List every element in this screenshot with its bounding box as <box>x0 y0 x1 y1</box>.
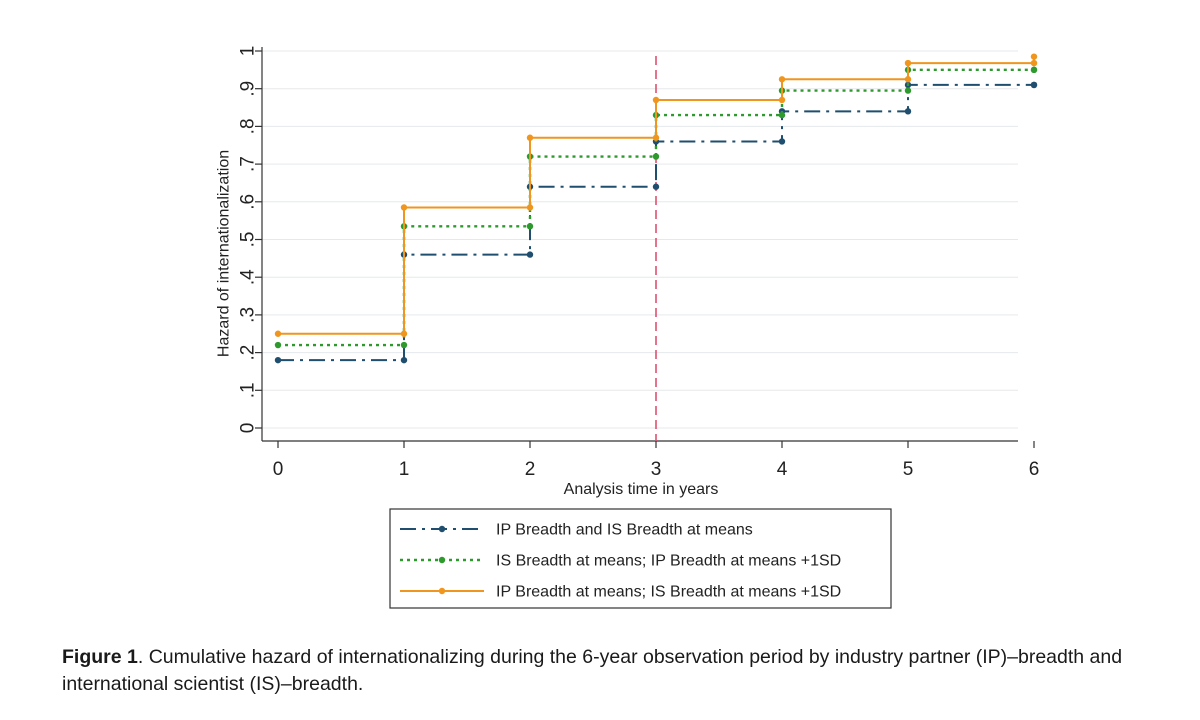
x-tick-label-4: 4 <box>777 459 788 480</box>
y-tick-label-7: .7 <box>238 156 259 172</box>
series-2-point-6 <box>652 96 660 104</box>
x-tick-label-3: 3 <box>651 459 662 480</box>
series-2-point-7 <box>778 96 786 104</box>
series-2 <box>274 53 1038 337</box>
series-0-step-line <box>278 83 1034 362</box>
series-2-point-0 <box>274 330 282 337</box>
series-1-point-9 <box>904 87 912 94</box>
legend: IP Breadth and IS Breadth at means IS Bre… <box>389 508 892 609</box>
series-2-point-4 <box>526 134 534 141</box>
grid-lines <box>262 50 1018 429</box>
legend-swatch-marker-0 <box>438 525 446 533</box>
x-tick-label-0: 0 <box>273 459 284 480</box>
x-axis-title: Analysis time in years <box>564 481 719 498</box>
series-0-point-7 <box>778 138 786 145</box>
y-tick-label-6: .6 <box>238 194 259 210</box>
y-tick-label-9: .9 <box>238 81 259 97</box>
figure-caption-text: . Cumulative hazard of internationalizin… <box>62 646 1123 695</box>
x-tick-label-6: 6 <box>1029 459 1040 480</box>
series-2-point-8 <box>778 76 786 83</box>
series-1-point-7 <box>778 111 786 119</box>
series-2-point-11 <box>1030 59 1038 67</box>
y-tick-label-0: 0 <box>238 423 259 434</box>
series-2-point-1 <box>400 330 408 337</box>
figure-label: Figure 1 <box>62 646 138 668</box>
y-tick-label-5: .5 <box>238 232 259 248</box>
legend-swatch-marker-1 <box>438 556 446 564</box>
series-1-point-1 <box>400 341 408 349</box>
y-tick-label-8: .8 <box>238 118 259 134</box>
series-1-point-0 <box>274 341 282 349</box>
y-tick-label-2: .2 <box>238 345 259 361</box>
y-tick-label-4: .4 <box>238 269 259 285</box>
series-1-point-3 <box>526 223 534 230</box>
series-0-point-5 <box>652 183 660 190</box>
legend-swatch-marker-2 <box>438 587 446 595</box>
x-tick-label-2: 2 <box>525 459 536 480</box>
legend-label-2: IP Breadth at means; IS Breadth at means… <box>496 584 841 601</box>
series-0-point-3 <box>526 251 534 258</box>
series-2-point-5 <box>652 134 660 141</box>
y-tick-label-1: .1 <box>238 382 259 398</box>
series-0-point-0 <box>274 356 282 364</box>
series-2-point-2 <box>400 204 408 211</box>
y-tick-label-3: .3 <box>238 307 259 323</box>
series-2-point-10 <box>904 59 912 67</box>
y-tick-label-10: 1 <box>238 46 259 57</box>
series-2-point-12 <box>1030 53 1038 60</box>
series-1-point-12 <box>1030 66 1038 74</box>
series-0-point-12 <box>1030 81 1038 89</box>
series-1-point-5 <box>652 153 660 160</box>
x-tick-label-5: 5 <box>903 459 914 480</box>
series-layer <box>274 53 1038 364</box>
axes: 0 .1 .2 .3 .4 .5 .6 .7 .8 .9 1 0 1 2 3 4 5 6 Analysis time… <box>216 46 1040 498</box>
series-0 <box>274 81 1038 364</box>
series-2-point-3 <box>526 204 534 211</box>
series-2-point-9 <box>904 76 912 83</box>
figure-caption: Figure 1. Cumulative hazard of internati… <box>62 644 1162 698</box>
y-axis-title: Hazard of internationalization <box>216 150 233 357</box>
hazard-chart: 0 .1 .2 .3 .4 .5 .6 .7 .8 .9 1 0 1 2 3 4 5 6 Analysis time… <box>216 46 1040 609</box>
series-0-point-9 <box>904 108 912 115</box>
x-tick-label-1: 1 <box>399 459 410 480</box>
legend-label-0: IP Breadth and IS Breadth at means <box>496 522 753 539</box>
series-0-point-1 <box>400 356 408 364</box>
legend-label-1: IS Breadth at means; IP Breadth at means… <box>496 553 841 570</box>
